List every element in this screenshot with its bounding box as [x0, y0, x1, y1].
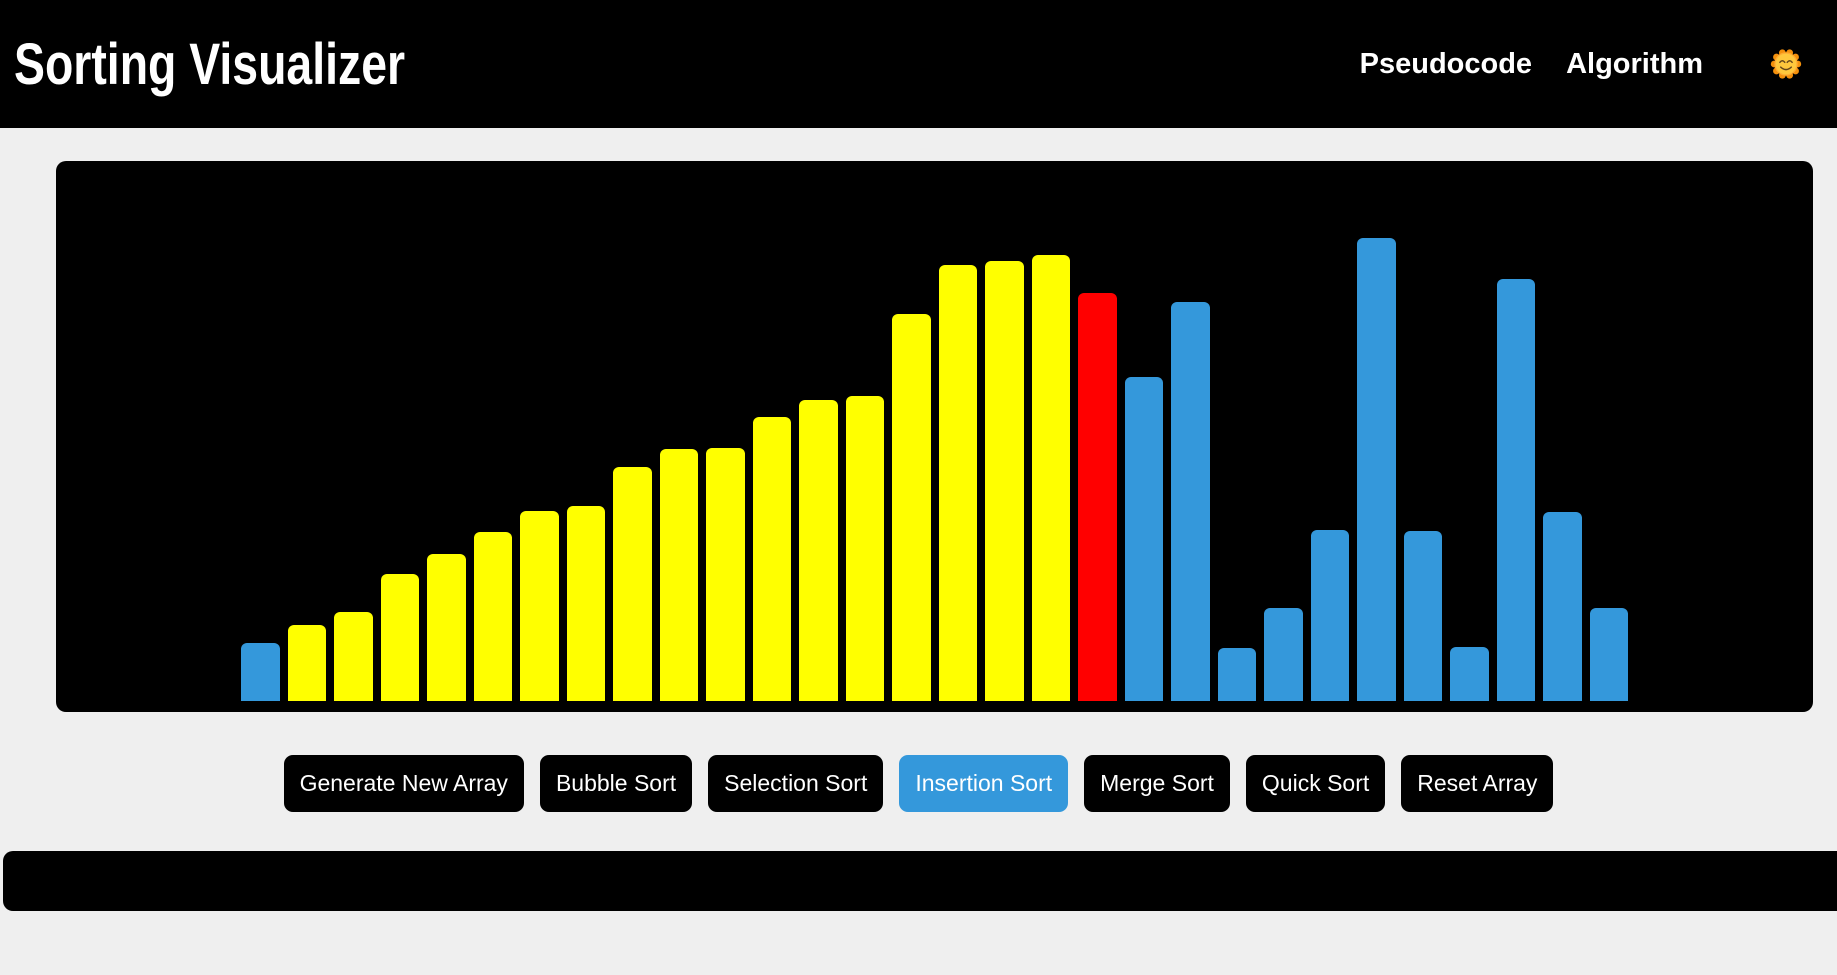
array-bar: [1124, 377, 1163, 701]
generate-new-array-button[interactable]: Generate New Array: [283, 755, 524, 812]
array-bar: [1031, 255, 1070, 701]
array-bar: [938, 265, 977, 701]
array-bar: [334, 612, 373, 701]
sun-with-face-icon: [1770, 49, 1802, 79]
nav-link-pseudocode[interactable]: Pseudocode: [1359, 47, 1533, 80]
controls-bar: Generate New Array Bubble Sort Selection…: [0, 755, 1837, 812]
array-bar: [473, 532, 512, 701]
array-bar: [706, 448, 745, 701]
array-bar: [845, 396, 884, 701]
header: Sorting Visualizer Pseudocode Algorithm: [0, 0, 1837, 128]
array-bar: [1450, 647, 1489, 701]
nav-link-algorithm[interactable]: Algorithm: [1566, 47, 1703, 80]
array-bar: [380, 574, 419, 701]
array-container: [56, 161, 1813, 712]
array-bar: [287, 625, 326, 701]
page-title: Sorting Visualizer: [14, 31, 406, 97]
array-bar: [1357, 238, 1396, 701]
array-bar: [1403, 531, 1442, 701]
array-bar: [1543, 512, 1582, 701]
status-panel: [3, 851, 1837, 911]
insertion-sort-button[interactable]: Insertion Sort: [899, 755, 1069, 812]
array-bar: [1217, 648, 1256, 701]
array-bar: [1496, 279, 1535, 701]
array-bar: [427, 554, 466, 701]
theme-toggle-button[interactable]: [1769, 47, 1803, 81]
array-bar: [1078, 293, 1117, 701]
array-bar: [613, 467, 652, 701]
array-bar: [241, 643, 280, 701]
array-bar: [659, 449, 698, 701]
selection-sort-button[interactable]: Selection Sort: [708, 755, 884, 812]
array-bar: [566, 506, 605, 701]
merge-sort-button[interactable]: Merge Sort: [1084, 755, 1230, 812]
array-bar: [985, 261, 1024, 701]
array-bar: [1171, 302, 1210, 701]
array-bar: [520, 511, 559, 701]
reset-array-button[interactable]: Reset Array: [1401, 755, 1554, 812]
header-nav: Pseudocode Algorithm: [1360, 47, 1803, 81]
quick-sort-button[interactable]: Quick Sort: [1245, 755, 1386, 812]
array-bar: [752, 417, 791, 701]
array-bar: [1589, 608, 1628, 701]
array-bar: [1264, 608, 1303, 701]
array-bar: [799, 400, 838, 701]
array-bar: [892, 314, 931, 701]
bubble-sort-button[interactable]: Bubble Sort: [539, 755, 693, 812]
array-bar: [1310, 530, 1349, 701]
